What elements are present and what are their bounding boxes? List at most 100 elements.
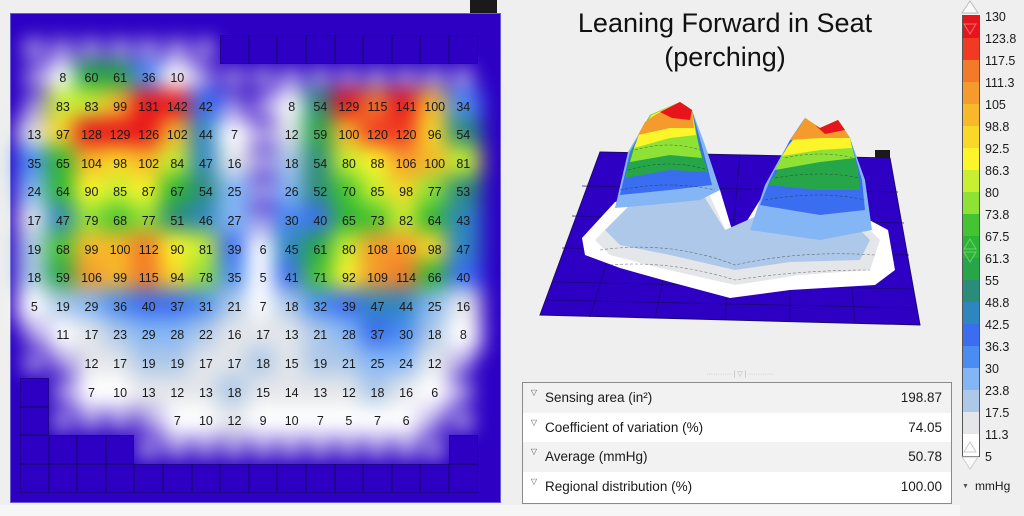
legend-tick-label: 117.5 bbox=[985, 54, 1016, 68]
pressure-3d-surface[interactable] bbox=[520, 90, 940, 340]
heatmap-cell-value: 17 bbox=[113, 356, 128, 371]
heatmap-cell-value: 98 bbox=[399, 185, 414, 200]
status-strip bbox=[0, 505, 960, 516]
heatmap-cell-value: 73 bbox=[370, 213, 385, 228]
heatmap-cell-value: 82 bbox=[399, 213, 414, 228]
heatmap-cell-value: 17 bbox=[227, 356, 242, 371]
expand-triangle-icon[interactable]: ▽ bbox=[530, 476, 538, 486]
legend-color-band bbox=[963, 60, 979, 82]
stat-label: Average (mmHg) bbox=[545, 449, 648, 465]
unit-label: mmHg bbox=[974, 479, 1011, 493]
heatmap-cell-value: 44 bbox=[399, 299, 414, 314]
legend-tick-label: 80 bbox=[985, 186, 999, 200]
stat-row-average[interactable]: ▽ Average (mmHg) 50.78 bbox=[523, 442, 951, 472]
unit-selector[interactable]: ▼ mmHg bbox=[962, 479, 1010, 493]
legend-tick-label: 61.3 bbox=[985, 252, 1010, 266]
heatmap-contour-fill bbox=[17, 35, 481, 493]
legend-min-slider-icon[interactable] bbox=[961, 456, 979, 470]
title-line-2: (perching) bbox=[664, 42, 786, 72]
heatmap-cell-value: 45 bbox=[284, 242, 299, 257]
heatmap-cell-value: 25 bbox=[227, 185, 242, 200]
heatmap-cell-value: 70 bbox=[341, 185, 356, 200]
heatmap-cell-value: 46 bbox=[198, 213, 213, 228]
expand-triangle-icon[interactable]: ▽ bbox=[530, 447, 538, 456]
heatmap-cell-value: 6 bbox=[402, 414, 410, 429]
heatmap-cell-value: 85 bbox=[370, 185, 385, 200]
pressure-heatmap[interactable]: 8 60 61 36 10 83 83 99 131 142 42 8 54 129 115 141 100 34… bbox=[17, 35, 481, 493]
heatmap-cell-value: 64 bbox=[427, 213, 442, 228]
heatmap-cell-value: 13 bbox=[27, 128, 42, 143]
heatmap-cell-value: 42 bbox=[198, 99, 213, 114]
heatmap-cell-value: 47 bbox=[55, 213, 70, 228]
legend-color-band bbox=[963, 192, 979, 214]
expand-triangle-icon[interactable]: ▽ bbox=[530, 388, 538, 397]
stat-value: 74.05 bbox=[908, 419, 942, 435]
heatmap-cell-value: 21 bbox=[313, 328, 328, 343]
heatmap-cell-value: 28 bbox=[341, 328, 356, 343]
heatmap-cell-value: 29 bbox=[141, 328, 156, 343]
legend-tick-label: 67.5 bbox=[985, 230, 1010, 244]
legend-color-band bbox=[963, 324, 979, 346]
heatmap-cell-value: 53 bbox=[456, 185, 471, 200]
heatmap-cell-value: 84 bbox=[170, 156, 185, 171]
legend-color-band bbox=[963, 390, 979, 412]
legend-color-band bbox=[963, 38, 979, 60]
legend-max-slider-icon[interactable] bbox=[961, 0, 979, 14]
heatmap-cell-value: 37 bbox=[370, 328, 385, 343]
heatmap-cell-value: 10 bbox=[113, 385, 128, 400]
heatmap-cell-value: 13 bbox=[141, 385, 156, 400]
heatmap-cell-value: 141 bbox=[395, 99, 417, 114]
heatmap-cell-value: 64 bbox=[55, 185, 70, 200]
heatmap-cell-value: 128 bbox=[81, 128, 102, 143]
expand-triangle-icon[interactable]: ▽ bbox=[530, 417, 538, 427]
legend-tick-label: 105 bbox=[985, 98, 1006, 112]
heatmap-cell-value: 54 bbox=[313, 156, 328, 171]
heatmap-cell-value: 18 bbox=[370, 385, 385, 400]
dropdown-arrow-icon: ▼ bbox=[962, 483, 969, 490]
panel-splitter-handle[interactable]: ··········· | ▽ | ··········· bbox=[705, 371, 775, 378]
heatmap-cell-value: 18 bbox=[284, 299, 299, 314]
heatmap-cell-value: 19 bbox=[170, 356, 185, 371]
heatmap-cell-value: 35 bbox=[27, 156, 42, 171]
heatmap-cell-value: 129 bbox=[109, 128, 131, 143]
heatmap-cell-value: 13 bbox=[198, 385, 213, 400]
heatmap-cell-value: 68 bbox=[113, 213, 128, 228]
heatmap-cell-value: 24 bbox=[399, 356, 414, 371]
heatmap-cell-value: 43 bbox=[456, 213, 471, 228]
legend-color-band bbox=[963, 346, 979, 368]
stat-row-sensing-area[interactable]: ▽ Sensing area (in²) 198.87 bbox=[523, 383, 951, 413]
stat-row-regional-distribution[interactable]: ▽ Regional distribution (%) 100.00 bbox=[523, 471, 951, 501]
heatmap-cell-value: 96 bbox=[427, 128, 442, 143]
heatmap-cell-value: 81 bbox=[456, 156, 471, 171]
heatmap-cell-value: 100 bbox=[338, 128, 360, 143]
legend-tick-label: 92.5 bbox=[985, 142, 1010, 156]
heatmap-cell-value: 12 bbox=[341, 385, 356, 400]
heatmap-cell-value: 12 bbox=[170, 385, 185, 400]
heatmap-cell-value: 68 bbox=[55, 242, 70, 257]
heatmap-cell-value: 29 bbox=[84, 299, 99, 314]
legend-tick-label: 111.3 bbox=[985, 76, 1015, 90]
legend-tick-label: 130 bbox=[985, 10, 1006, 24]
heatmap-cell-value: 18 bbox=[227, 385, 242, 400]
heatmap-cell-value: 80 bbox=[341, 242, 356, 257]
heatmap-cell-value: 13 bbox=[313, 385, 328, 400]
legend-color-band bbox=[963, 302, 979, 324]
heatmap-cell-value: 17 bbox=[198, 356, 213, 371]
heatmap-cell-value: 54 bbox=[198, 185, 213, 200]
heatmap-cell-value: 30 bbox=[399, 328, 414, 343]
heatmap-cell-value: 80 bbox=[341, 156, 356, 171]
heatmap-cell-value: 16 bbox=[399, 385, 414, 400]
heatmap-cell-value: 23 bbox=[113, 328, 128, 343]
heatmap-cell-value: 7 bbox=[259, 299, 267, 314]
heatmap-cell-value: 36 bbox=[113, 299, 128, 314]
heatmap-cell-value: 7 bbox=[316, 414, 324, 429]
legend-color-band bbox=[963, 368, 979, 390]
legend-min-marker-icon bbox=[963, 441, 977, 453]
heatmap-cell-value: 24 bbox=[27, 185, 42, 200]
heatmap-cell-value: 35 bbox=[227, 271, 242, 286]
heatmap-cell-value: 28 bbox=[170, 328, 185, 343]
heatmap-cell-value: 9 bbox=[259, 414, 267, 429]
stat-row-coefficient-of-variation[interactable]: ▽ Coefficient of variation (%) 74.05 bbox=[523, 412, 951, 442]
heatmap-cell-value: 7 bbox=[88, 385, 95, 400]
heatmap-cell-value: 59 bbox=[55, 271, 70, 286]
